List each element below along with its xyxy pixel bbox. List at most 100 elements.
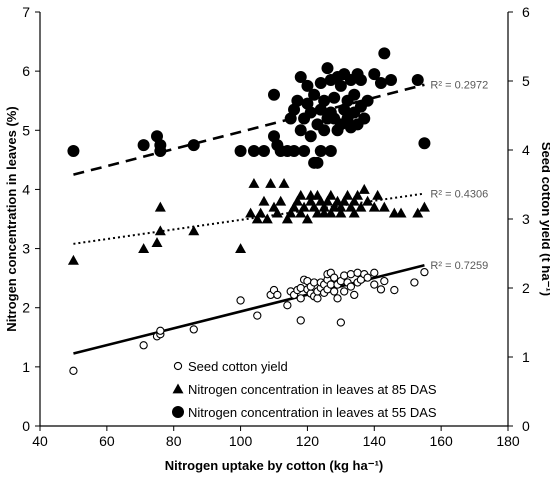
y-right-tick-label: 6	[522, 4, 530, 20]
data-point	[362, 195, 374, 206]
x-tick-label: 100	[229, 433, 253, 449]
y-left-tick-label: 3	[22, 241, 30, 257]
trend-line-2	[73, 83, 425, 176]
data-point	[380, 276, 389, 286]
x-tick-label: 160	[429, 433, 453, 449]
data-point	[271, 207, 283, 218]
y-left-tick-label: 2	[22, 300, 30, 316]
y-right-tick-label: 0	[522, 418, 530, 434]
data-point	[385, 74, 397, 87]
y-left-tick-label: 1	[22, 359, 30, 375]
data-point	[251, 213, 263, 224]
data-point	[346, 270, 356, 279]
data-point	[295, 189, 307, 200]
data-point	[376, 285, 386, 294]
axes	[35, 11, 513, 431]
data-point	[418, 137, 431, 150]
data-point	[295, 207, 307, 218]
y-axis-left-title: Nitrogen concentration in leaves (%)	[4, 106, 19, 331]
data-point	[304, 106, 317, 119]
data-point	[378, 47, 391, 60]
data-point	[321, 195, 333, 206]
data-point	[363, 273, 372, 282]
data-point	[151, 237, 163, 248]
data-point	[418, 201, 430, 212]
data-point	[390, 285, 399, 295]
data-point	[69, 366, 78, 375]
data-point	[188, 225, 200, 236]
data-point	[298, 201, 310, 212]
data-point	[313, 294, 322, 303]
data-point	[261, 213, 273, 224]
data-point	[285, 207, 297, 218]
legend-label: Nitrogen concentration in leaves at 85 D…	[188, 382, 437, 397]
x-tick-label: 80	[166, 433, 182, 449]
data-point	[296, 316, 305, 325]
y-left-tick-label: 6	[22, 63, 30, 79]
data-point	[334, 79, 347, 92]
data-point	[368, 68, 381, 81]
data-point	[309, 278, 319, 287]
data-point	[346, 282, 356, 291]
x-tick-label: 60	[99, 433, 115, 449]
labels: 40 60 80 100 120 140 160 180012345670123456Nitr…	[4, 4, 550, 473]
data-point	[338, 195, 350, 206]
data-point	[395, 207, 407, 218]
data-point	[340, 287, 349, 296]
data-point	[330, 287, 339, 296]
data-point	[298, 144, 311, 157]
data-point	[294, 71, 307, 84]
data-point	[355, 201, 367, 212]
legend-marker	[172, 383, 184, 394]
legend-label: Nitrogen concentration in leaves at 55 D…	[188, 405, 437, 420]
data-point	[275, 195, 287, 206]
data-point	[321, 62, 334, 75]
data-point	[411, 74, 424, 87]
data-point	[336, 318, 346, 327]
x-tick-label: 120	[296, 433, 320, 449]
y-axis-right-title: Seed cotton yield (t ha⁻¹)	[539, 142, 550, 296]
data-point	[330, 273, 339, 282]
data-point	[308, 88, 321, 101]
data-point	[358, 112, 371, 125]
data-point	[335, 201, 347, 212]
data-point	[340, 271, 349, 280]
data-point	[234, 144, 247, 157]
data-point	[348, 88, 361, 101]
data-point	[247, 144, 260, 157]
y-right-tick-label: 2	[522, 280, 530, 296]
data-point	[253, 311, 262, 320]
y-left-tick-label: 4	[22, 181, 30, 197]
y-right-tick-label: 3	[522, 211, 530, 227]
data-point	[255, 207, 267, 218]
data-point	[236, 296, 245, 305]
data-points	[67, 47, 431, 375]
data-point	[370, 268, 379, 277]
data-point	[333, 294, 342, 303]
data-point	[248, 178, 260, 188]
x-tick-label: 140	[363, 433, 387, 449]
trend-lines	[73, 83, 425, 355]
data-point	[412, 207, 424, 218]
r2-label: R² = 0.2972	[430, 80, 488, 92]
data-point	[342, 189, 354, 200]
data-point	[335, 207, 347, 218]
data-point	[235, 243, 247, 253]
data-point	[187, 139, 200, 152]
data-point	[410, 278, 419, 287]
data-point	[154, 201, 166, 212]
data-point	[67, 144, 80, 157]
data-point	[348, 207, 360, 218]
data-point	[278, 178, 290, 188]
data-point	[350, 290, 359, 300]
y-left-tick-label: 7	[22, 4, 30, 20]
data-point	[268, 88, 280, 101]
data-point	[378, 201, 390, 212]
data-point	[370, 280, 379, 289]
data-point	[301, 213, 313, 224]
data-point	[325, 189, 337, 200]
data-point	[291, 195, 303, 206]
data-point	[137, 139, 150, 152]
r2-label: R² = 0.4306	[430, 189, 488, 201]
data-point	[301, 79, 314, 92]
